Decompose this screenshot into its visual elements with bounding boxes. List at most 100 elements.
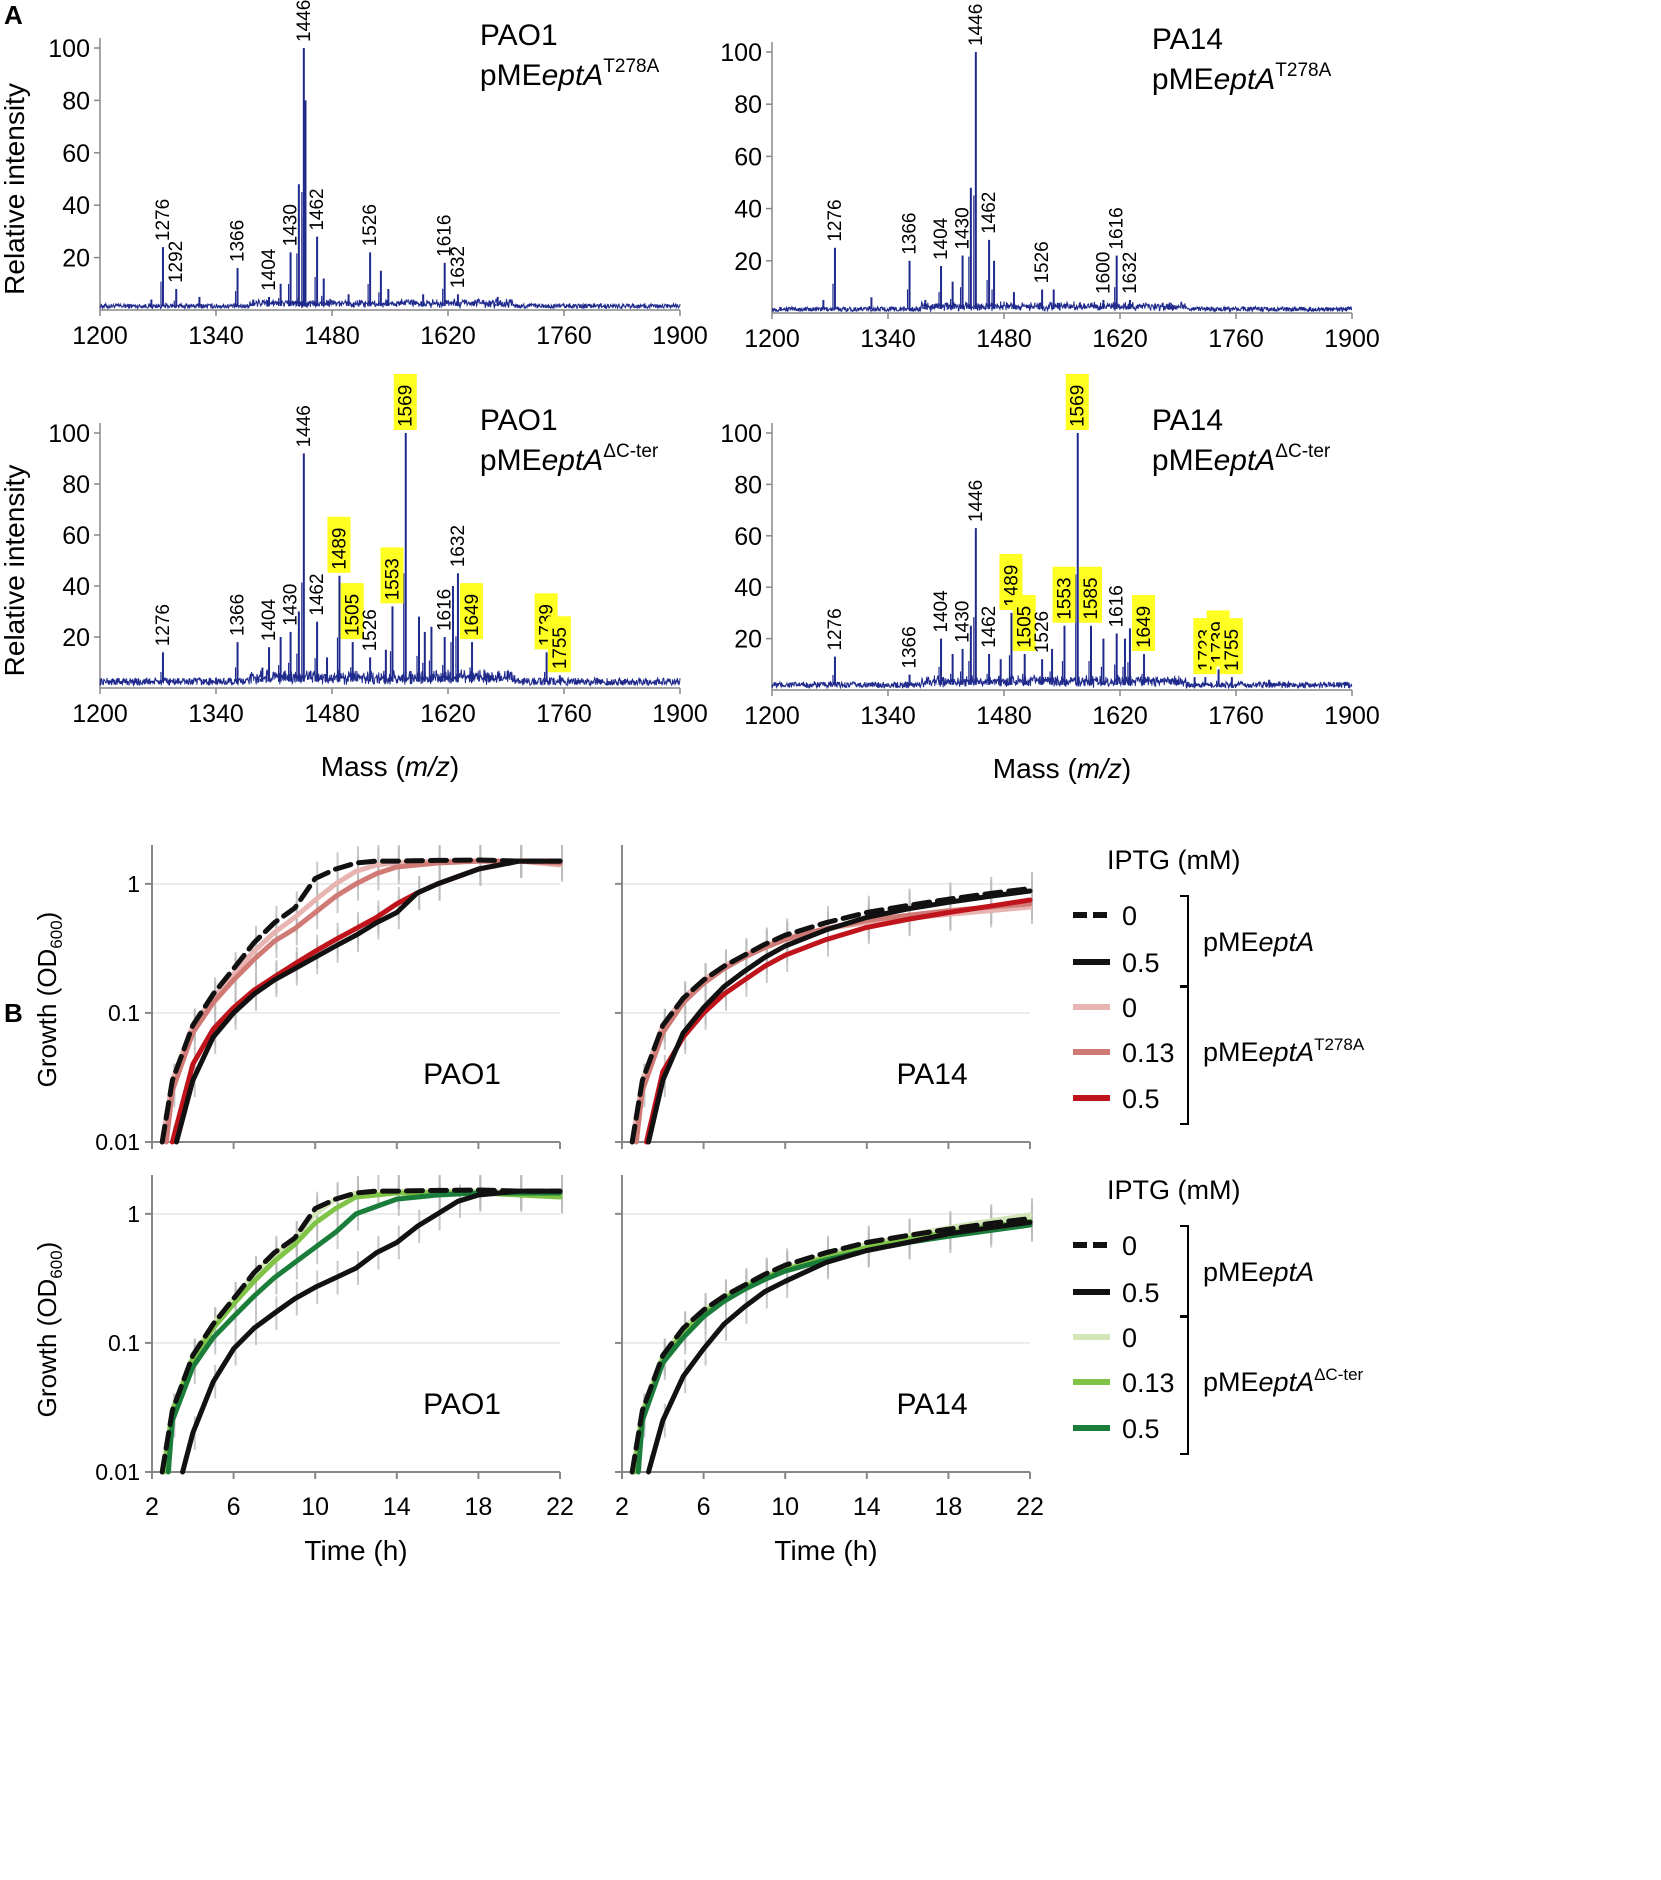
x-tick-label: 18 — [934, 1493, 962, 1521]
y-tick-label: 1 — [127, 871, 140, 897]
growth-chart-B1: 0.01 0.1 1 PAO1 Growth (OD600) — [32, 845, 563, 1155]
y-tick-label: 100 — [48, 420, 90, 448]
y-tick-label: 60 — [734, 523, 762, 551]
spectrum-chart-A3: 20 40 60 80 100 1200 1340 1480 1620 1760 1900 1276 1… — [0, 374, 708, 782]
plasmid-base: pME — [1203, 927, 1259, 957]
x-tick-label: 1620 — [1092, 702, 1148, 730]
series-line — [159, 858, 563, 1145]
y-tick-label: 40 — [62, 573, 90, 601]
x-tick-label: 14 — [383, 1493, 411, 1521]
peak-label: 1404 — [259, 598, 280, 641]
peak-label: 1446 — [294, 405, 315, 447]
highlight-box — [327, 516, 351, 573]
x-axis-title-text: Mass ( — [321, 751, 406, 782]
legend-entry-label: 0 — [1122, 1231, 1137, 1261]
strain-label: PA14 — [1152, 23, 1223, 56]
peak-label: 1632 — [448, 246, 469, 288]
peak-label: 1616 — [1107, 207, 1128, 249]
peak-label: 1569 — [1068, 385, 1089, 427]
y-tick-label: 1 — [127, 1201, 140, 1227]
y-axis-title: Relative intensity — [0, 465, 30, 677]
x-tick-label: 1900 — [652, 322, 708, 350]
x-tick-label: 1340 — [188, 700, 244, 728]
x-axis-title: Time (h) — [304, 1535, 407, 1566]
y-tick-label: 20 — [734, 626, 762, 654]
plasmid-gene: eptA — [542, 59, 604, 92]
plasmid-label: pMEeptAT278A — [480, 56, 660, 92]
x-tick-label: 2 — [145, 1493, 159, 1521]
strain-label: PA14 — [896, 1388, 967, 1421]
peak-label: 1553 — [382, 558, 403, 600]
y-tick-label: 80 — [734, 471, 762, 499]
highlight-box — [1012, 595, 1036, 652]
peak-label: 1430 — [953, 601, 974, 643]
x-tick-label: 2 — [615, 1493, 629, 1521]
y-tick-label: 40 — [62, 192, 90, 220]
plasmid-base: pME — [480, 59, 542, 92]
peak-label: 1526 — [360, 609, 381, 651]
y-axis-title: Relative intensity — [0, 83, 30, 295]
x-tick-label: 1200 — [744, 702, 800, 730]
legend-title: IPTG (mM) — [1107, 1175, 1240, 1205]
plasmid-gene: eptA — [1259, 927, 1315, 957]
y-axis-title-text: Growth (OD — [32, 1279, 62, 1418]
x-tick-label: 6 — [227, 1493, 241, 1521]
strain-label: PAO1 — [480, 404, 558, 437]
x-tick-label: 1480 — [976, 702, 1032, 730]
y-tick-label: 20 — [62, 245, 90, 273]
y-tick-label: 60 — [62, 522, 90, 550]
peak-label: 1430 — [953, 207, 974, 249]
peak-label: 1632 — [1120, 252, 1141, 294]
x-tick-label: 1760 — [1208, 702, 1264, 730]
peak-label: 1569 — [396, 385, 417, 427]
peak-label: 1462 — [979, 606, 1000, 648]
peak-label: 1404 — [931, 590, 952, 633]
peak-label: 1446 — [294, 0, 315, 42]
peak-label: 1632 — [448, 525, 469, 567]
peak-label: 1616 — [435, 215, 456, 257]
legend-group-label: pMEeptAT278A — [1203, 1035, 1365, 1067]
x-axis-title-close: ) — [450, 751, 459, 782]
plasmid-variant: T278A — [603, 56, 659, 77]
highlight-box — [547, 616, 571, 673]
highlight-box — [1065, 374, 1089, 430]
strain-label: PAO1 — [423, 1388, 501, 1421]
series-line — [629, 886, 1033, 1145]
y-tick-label: 0.01 — [95, 1459, 140, 1485]
peak-label: 1366 — [900, 213, 921, 255]
peak-label: 1462 — [979, 192, 1000, 234]
x-tick-label: 1900 — [1324, 702, 1380, 730]
peak-label: 1276 — [153, 604, 174, 646]
plasmid-label: pMEeptAT278A — [1152, 60, 1332, 96]
x-tick-label: 10 — [301, 1493, 329, 1521]
x-tick-label: 1620 — [1092, 325, 1148, 353]
spectrum-chart-A4: 20 40 60 80 100 1200 1340 1480 1620 1760 1900 1276 1… — [720, 374, 1380, 784]
plasmid-gene: eptA — [1259, 1257, 1315, 1287]
peak-label: 1616 — [435, 589, 456, 631]
x-tick-label: 1900 — [1324, 325, 1380, 353]
x-tick-label: 18 — [464, 1493, 492, 1521]
growth-chart-B2: PA14 — [615, 845, 1033, 1149]
peak-label: 1292 — [166, 241, 187, 283]
plasmid-base: pME — [480, 444, 542, 477]
x-tick-label: 22 — [546, 1493, 574, 1521]
x-axis-title-unit: m/z — [405, 751, 450, 782]
y-tick-label: 60 — [62, 140, 90, 168]
legend-group-label: pMEeptA — [1203, 927, 1314, 957]
peak-label: 1649 — [462, 594, 483, 636]
x-tick-label: 1480 — [304, 700, 360, 728]
spectrum-trace — [99, 297, 681, 310]
series-line — [629, 1216, 1033, 1475]
peak-label: 1430 — [281, 204, 302, 246]
legend-group-label: pMEeptA — [1203, 1257, 1314, 1287]
x-axis-title: Mass (m/z) — [993, 753, 1131, 784]
plasmid-variant: T278A — [1275, 60, 1331, 81]
plasmid-base: pME — [1152, 444, 1214, 477]
x-tick-label: 1620 — [420, 322, 476, 350]
x-axis-title-unit: m/z — [1077, 753, 1122, 784]
spectrum-trace — [99, 669, 681, 688]
y-tick-label: 0.1 — [108, 1000, 140, 1026]
